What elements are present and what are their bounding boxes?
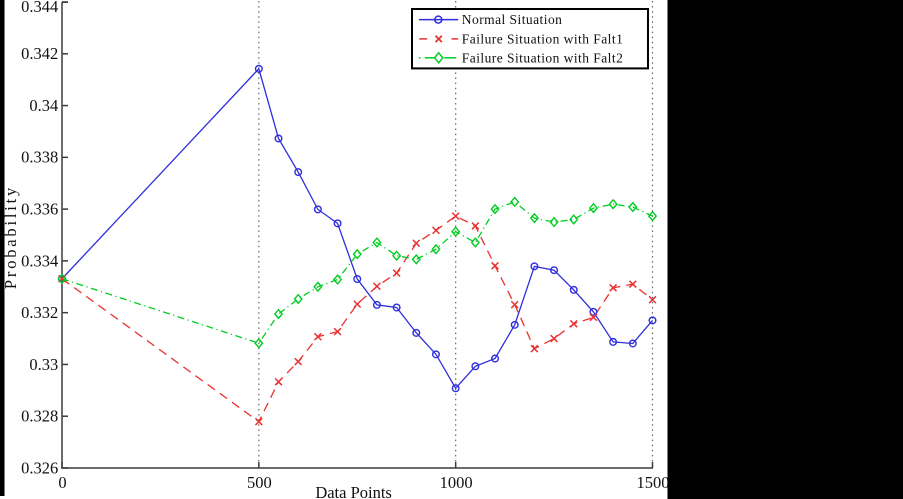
svg-text:0.336: 0.336 xyxy=(21,200,58,219)
svg-text:0.326: 0.326 xyxy=(21,458,58,477)
svg-text:1000: 1000 xyxy=(440,473,473,492)
svg-text:0.328: 0.328 xyxy=(21,407,58,426)
svg-text:500: 500 xyxy=(247,473,272,492)
svg-text:Failure Situation with Falt1: Failure Situation with Falt1 xyxy=(462,31,623,46)
svg-text:0.344: 0.344 xyxy=(21,0,58,16)
svg-text:0.334: 0.334 xyxy=(21,251,58,270)
svg-text:0: 0 xyxy=(58,473,66,492)
svg-text:0.332: 0.332 xyxy=(21,303,58,322)
svg-text:Probability: Probability xyxy=(1,185,20,289)
svg-text:0.34: 0.34 xyxy=(29,96,58,115)
svg-text:0.342: 0.342 xyxy=(21,44,58,63)
svg-text:Normal Situation: Normal Situation xyxy=(462,12,563,27)
svg-text:0.33: 0.33 xyxy=(29,355,58,374)
svg-text:0.338: 0.338 xyxy=(21,148,58,167)
svg-text:Data Points: Data Points xyxy=(315,483,392,499)
svg-text:Failure Situation with Falt2: Failure Situation with Falt2 xyxy=(462,50,623,65)
svg-text:1500: 1500 xyxy=(637,473,670,492)
